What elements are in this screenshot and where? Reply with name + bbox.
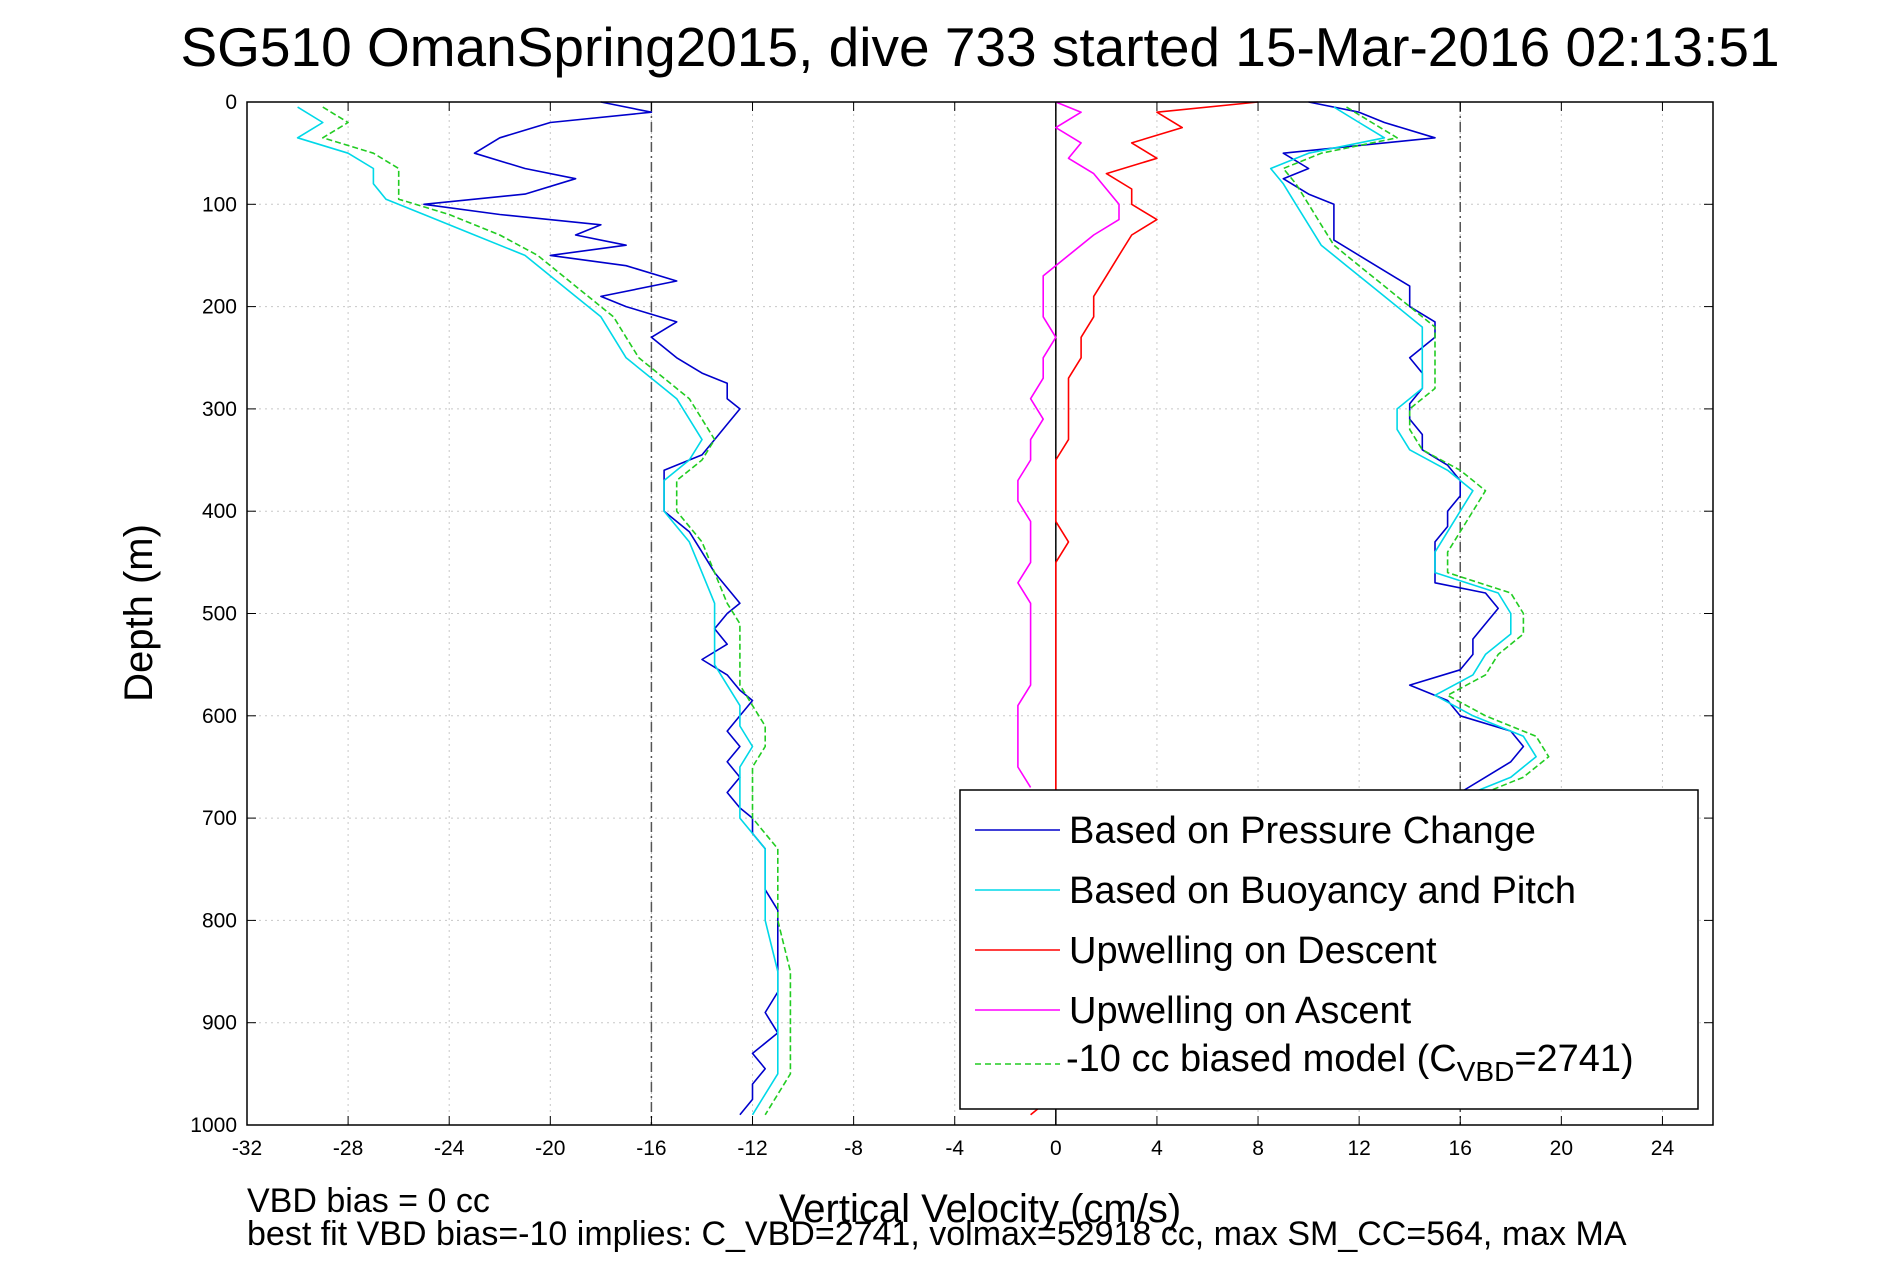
series-line-1	[296, 106, 779, 1116]
y-tick-label: 900	[202, 1012, 237, 1035]
y-tick-label: 400	[202, 500, 237, 523]
x-tick-label: -20	[535, 1137, 565, 1160]
x-axis-label: Vertical Velocity (cm/s)	[779, 1187, 1181, 1231]
x-tick-label: 24	[1651, 1137, 1675, 1160]
x-tick-label: -16	[636, 1137, 666, 1160]
y-tick-label: 800	[202, 909, 237, 932]
legend-label-pressure: Based on Pressure Change	[1069, 810, 1536, 852]
x-tick-label: 0	[1050, 1137, 1062, 1160]
y-tick-label: 200	[202, 296, 237, 319]
series-lines	[296, 101, 1550, 1116]
x-tick-label: -8	[844, 1137, 863, 1160]
y-tick-label: 300	[202, 398, 237, 421]
x-tick-label: 4	[1151, 1137, 1163, 1160]
legend-label-ascent: Upwelling on Ascent	[1069, 990, 1412, 1032]
x-tick-label: 12	[1347, 1137, 1370, 1160]
x-tick-label: 20	[1550, 1137, 1573, 1160]
series-line-4	[321, 106, 792, 1116]
y-tick-label: 700	[202, 807, 237, 830]
series-line-1	[1269, 106, 1537, 799]
x-tick-label: 16	[1449, 1137, 1472, 1160]
y-tick-label: 1000	[190, 1114, 237, 1137]
y-tick-label: 100	[202, 193, 237, 216]
legend-label-descent: Upwelling on Descent	[1069, 930, 1437, 972]
series-line-0	[1282, 101, 1525, 839]
y-tick-label: 0	[225, 91, 237, 114]
legend-label-model: -10 cc biased model (CVBD=2741)	[1066, 1038, 1634, 1087]
x-tick-label: -28	[333, 1137, 363, 1160]
x-tick-label: -4	[945, 1137, 964, 1160]
x-tick-label: -24	[434, 1137, 465, 1160]
legend: Based on Pressure Change Based on Buoyan…	[959, 789, 1699, 1110]
legend-label-buoyancy: Based on Buoyancy and Pitch	[1069, 870, 1576, 912]
y-tick-label: 600	[202, 705, 237, 728]
x-tick-label: -32	[232, 1137, 262, 1160]
y-axis-ticks: 0 100 200 300 400 500 600 700 800 900 1000	[190, 91, 1713, 1137]
x-tick-label: -12	[737, 1137, 767, 1160]
x-tick-label: 8	[1252, 1137, 1264, 1160]
legend-box	[959, 789, 1699, 1110]
y-tick-label: 500	[202, 603, 237, 626]
chart-title: SG510 OmanSpring2015, dive 733 started 1…	[180, 16, 1779, 78]
x-axis-ticks: -32 -28 -24 -20 -16 -12 -8 -4 0 4 8 12 16 20 24	[232, 102, 1675, 1160]
footer-best-fit: best fit VBD bias=-10 implies: C_VBD=274…	[247, 1215, 1627, 1253]
series-line-3	[1017, 101, 1120, 788]
series-line-4	[1282, 106, 1550, 799]
footer-vbd-bias: VBD bias = 0 cc	[247, 1182, 490, 1220]
y-axis-label: Depth (m)	[117, 524, 161, 702]
